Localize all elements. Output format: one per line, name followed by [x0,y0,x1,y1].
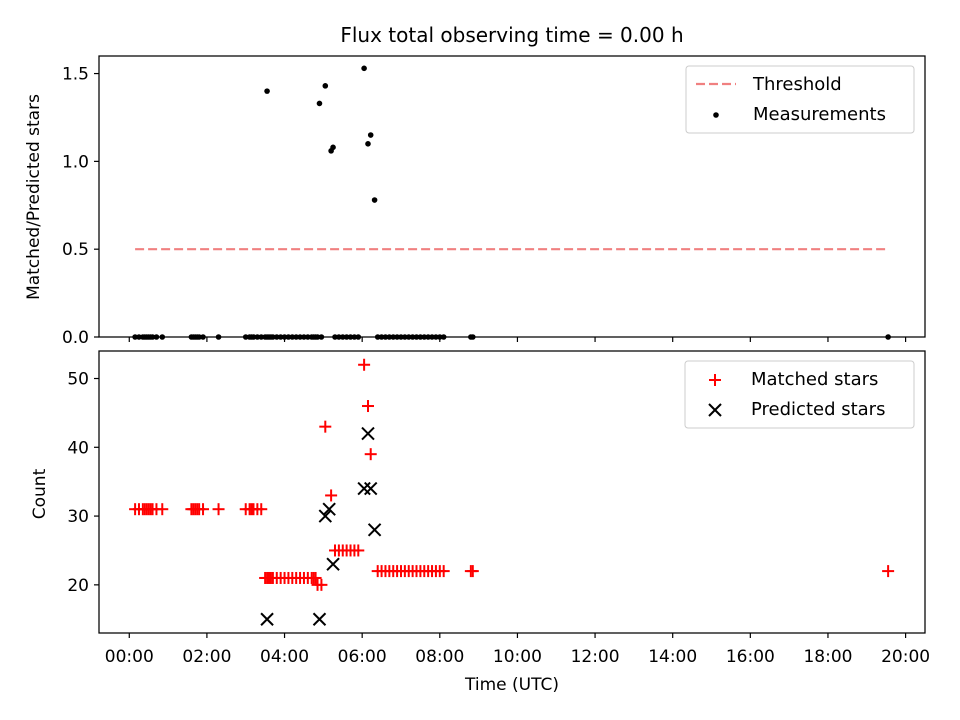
predicted-star-point [326,557,340,571]
measurement-point [264,88,270,94]
measurement-point [322,83,329,89]
bottom-x-tick-label: 18:00 [803,647,852,667]
matched-star-point [319,420,332,433]
matched-star-point [358,358,371,371]
measurement-point [361,65,367,72]
bottom-y-axis-label: Count [30,468,50,519]
top-y-ticks: 0.0 0.5 1.0 1.5 [62,65,99,348]
matched-stars-series [129,358,895,591]
top-legend-box [685,65,915,134]
bottom-y-tick-label: 50 [67,370,89,390]
measurements-series [132,65,891,340]
predicted-star-point [367,523,382,537]
matched-stars-legend-label: Matched stars [751,369,878,390]
bottom-plot-frame [98,350,926,634]
matched-star-point [466,565,479,578]
bottom-x-tick-label: 12:00 [571,647,620,667]
measurements-legend-swatch [713,112,719,118]
matched-star-point [255,503,268,516]
top-y-tick-label: 1.0 [62,152,89,172]
top-legend: Threshold Measurements [685,65,915,134]
top-plot-frame [98,55,926,338]
bottom-x-tick-label: 00:00 [105,647,154,667]
measurement-point [330,144,336,151]
matched-star-point [437,565,450,578]
bottom-x-tick-label: 10:00 [493,647,542,667]
predicted-star-point [318,509,333,523]
predicted-star-point [312,612,327,626]
bottom-x-ticks: 00:00 02:00 04:00 06:00 08:00 10:00 12:00 14:00… [105,633,930,667]
predicted-stars-series [260,426,382,626]
predicted-stars-legend-label: Predicted stars [751,399,885,420]
bottom-y-ticks: 20 30 40 50 [67,370,99,596]
matched-star-point [197,503,210,516]
measurement-point [367,132,374,138]
measurement-point [371,197,378,203]
matched-star-point [212,503,225,516]
predicted-star-point [364,481,378,496]
matched-stars-legend-swatch [709,374,721,386]
top-y-tick-label: 0.0 [62,328,89,348]
bottom-x-tick-label: 08:00 [415,647,464,667]
matched-star-point [309,571,322,584]
bottom-y-tick-label: 20 [67,576,89,596]
x-axis-label: Time (UTC) [464,675,559,695]
bottom-x-tick-label: 06:00 [338,647,387,667]
predicted-stars-legend-swatch [708,403,722,417]
bottom-x-tick-label: 02:00 [182,647,231,667]
matched-star-point [352,544,365,557]
matched-star-point [361,400,374,413]
matched-star-point [156,503,169,516]
matched-star-point [364,448,377,461]
predicted-star-point [322,502,336,516]
matched-star-point [315,578,328,591]
bottom-legend: Matched stars Predicted stars [684,360,915,429]
matched-star-point [325,489,338,502]
threshold-legend-label: Threshold [752,74,842,95]
measurement-point [316,100,323,107]
measurements-legend-label: Measurements [753,104,886,125]
bottom-x-tick-label: 04:00 [260,647,309,667]
top-panel: 0.0 0.5 1.0 1.5 Matched/Predicted stars Thr… [24,55,926,348]
top-y-tick-label: 0.5 [62,240,89,260]
matched-star-point [882,565,895,578]
top-x-ticks [128,337,907,342]
bottom-x-tick-label: 16:00 [726,647,775,667]
measurement-point [365,141,371,147]
bottom-legend-box [684,360,915,429]
bottom-x-tick-label: 14:00 [648,647,697,667]
predicted-star-point [260,612,274,626]
predicted-star-point [361,426,375,441]
top-y-axis-label: Matched/Predicted stars [24,94,44,300]
bottom-x-tick-label: 20:00 [881,647,930,667]
bottom-y-tick-label: 40 [67,438,89,458]
bottom-panel: 20 30 40 50 00:00 02:00 04:00 06:00 08:00 10:00 1… [30,350,930,695]
figure-title: Flux total observing time = 0.00 h [340,23,683,47]
bottom-y-tick-label: 30 [67,507,89,527]
top-y-tick-label: 1.5 [62,65,89,85]
